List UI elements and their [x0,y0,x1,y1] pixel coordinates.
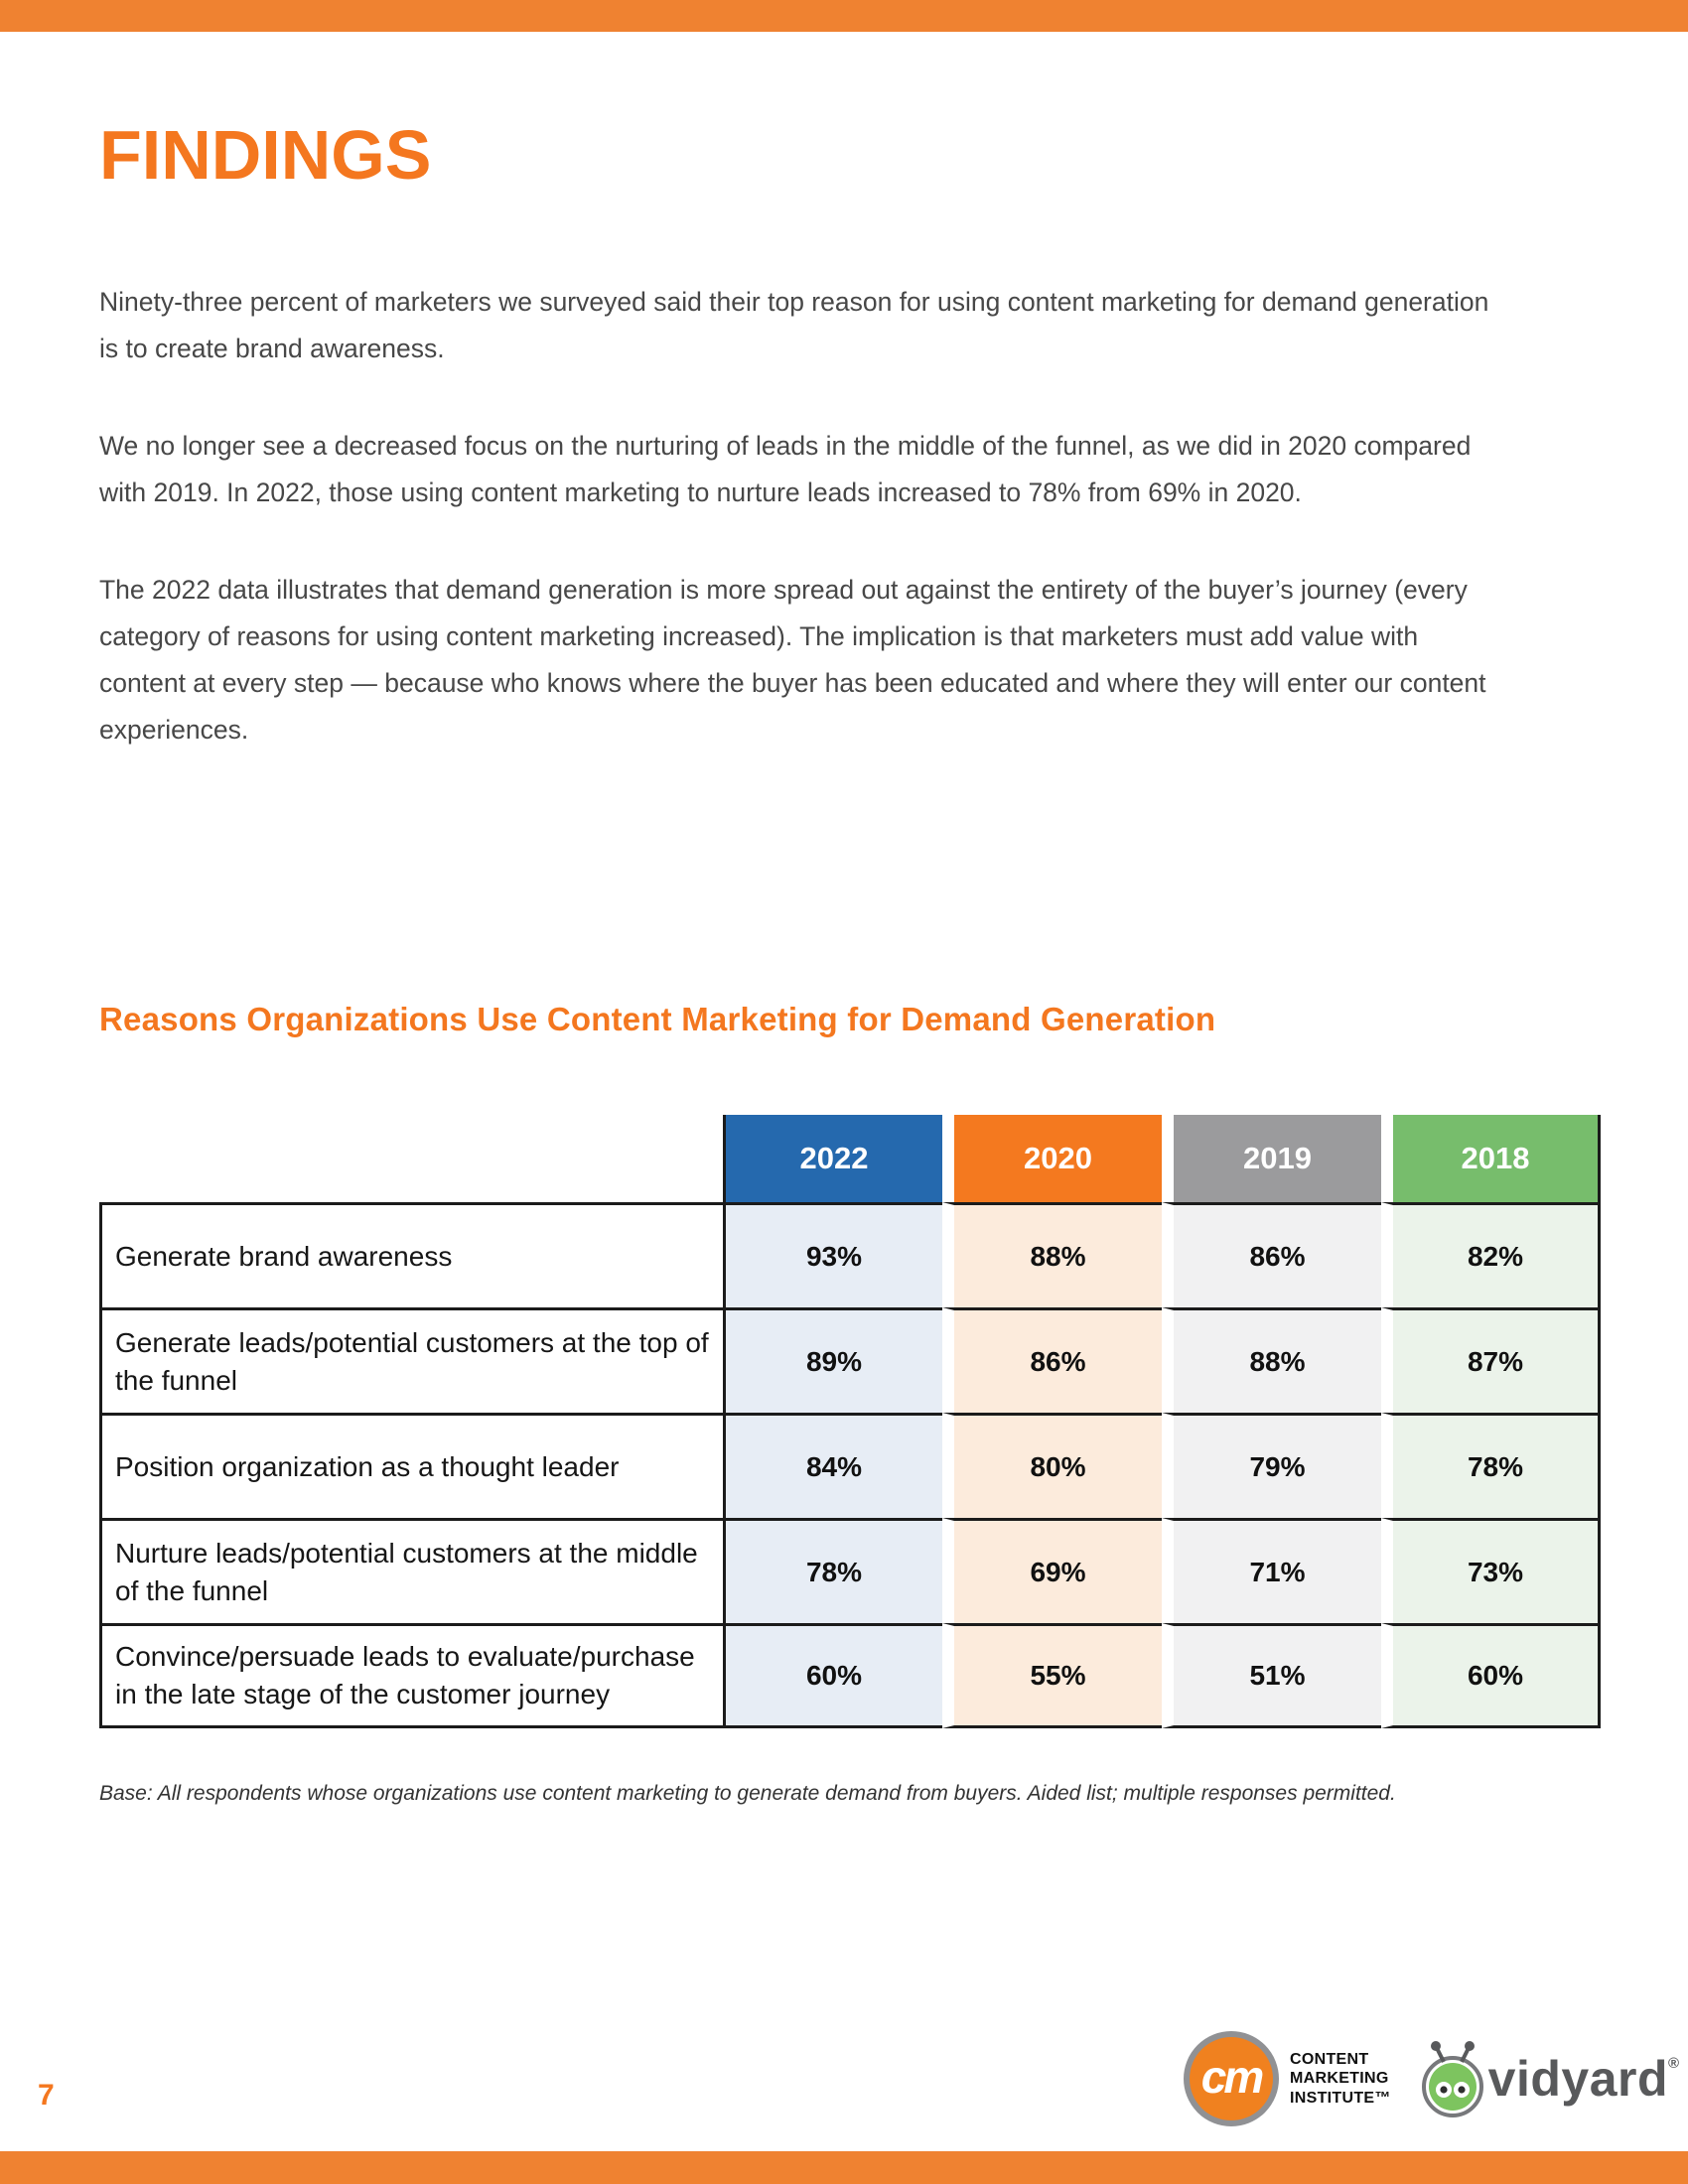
cmi-logo-text: CONTENT MARKETING INSTITUTE™ [1290,2050,1391,2109]
bottom-accent-bar [0,2151,1688,2184]
row-label: Position organization as a thought leade… [99,1413,723,1518]
cell-value: 79% [1162,1413,1381,1518]
cell-value: 78% [723,1518,942,1623]
cell-value: 60% [723,1623,942,1728]
cell-value: 60% [1381,1623,1601,1728]
body-text: Ninety-three percent of marketers we sur… [99,279,1489,804]
table-header-2018: 2018 [1381,1115,1601,1202]
cell-value: 89% [723,1307,942,1413]
cell-value: 88% [1162,1307,1381,1413]
cell-value: 51% [1162,1623,1381,1728]
cell-value: 71% [1162,1518,1381,1623]
registered-mark: ® [1668,2055,1680,2072]
cmi-logo: cm CONTENT MARKETING INSTITUTE™ [1184,2031,1391,2126]
cmi-text-line2: MARKETING [1290,2070,1389,2088]
cell-value: 93% [723,1202,942,1307]
paragraph-3: The 2022 data illustrates that demand ge… [99,575,1486,745]
paragraph-2: We no longer see a decreased focus on th… [99,431,1472,507]
base-note: Base: All respondents whose organization… [99,1782,1396,1805]
footer-logos: cm CONTENT MARKETING INSTITUTE™ vid [1184,2027,1680,2130]
cell-value: 73% [1381,1518,1601,1623]
cmi-logo-icon: cm [1184,2031,1279,2126]
cell-value: 86% [1162,1202,1381,1307]
cell-value: 87% [1381,1307,1601,1413]
paragraph-1: Ninety-three percent of marketers we sur… [99,287,1489,363]
table-header-2022: 2022 [723,1115,942,1202]
top-accent-bar [0,0,1688,32]
table-title: Reasons Organizations Use Content Market… [99,1001,1216,1037]
page-number: 7 [38,2079,55,2112]
page-title: FINDINGS [99,116,432,194]
row-label: Nurture leads/potential customers at the… [99,1518,723,1623]
cmi-monogram: cm [1200,2051,1265,2103]
vidyard-logo: vidyard® [1417,2037,1680,2120]
table-header-spacer [99,1115,723,1202]
cmi-text-line1: CONTENT [1290,2050,1369,2068]
cell-value: 78% [1381,1413,1601,1518]
row-label: Generate brand awareness [99,1202,723,1307]
vidyard-wordmark: vidyard® [1487,2051,1680,2107]
cell-value: 84% [723,1413,942,1518]
cell-value: 69% [942,1518,1162,1623]
vidyard-robot-icon [1421,2041,1483,2117]
cell-value: 80% [942,1413,1162,1518]
cell-value: 88% [942,1202,1162,1307]
row-label: Generate leads/potential customers at th… [99,1307,723,1413]
cell-value: 55% [942,1623,1162,1728]
row-label: Convince/persuade leads to evaluate/purc… [99,1623,723,1728]
cell-value: 86% [942,1307,1162,1413]
cmi-text-line3: INSTITUTE™ [1290,2089,1391,2107]
demand-generation-table: 2022 2020 2019 2018 Generate brand aware… [99,1115,1601,1728]
cell-value: 82% [1381,1202,1601,1307]
table-header-2020: 2020 [942,1115,1162,1202]
table-header-2019: 2019 [1162,1115,1381,1202]
